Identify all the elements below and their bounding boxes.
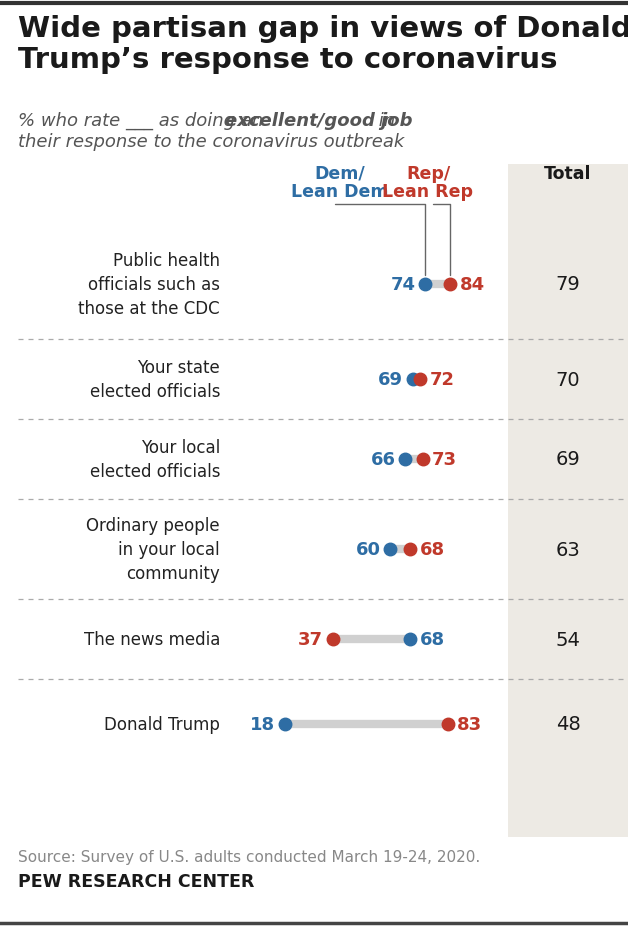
Text: 68: 68 [420,540,445,558]
Text: 84: 84 [460,275,485,294]
Text: 72: 72 [430,371,455,388]
Text: 73: 73 [432,451,457,468]
Text: Lean Rep: Lean Rep [382,183,474,201]
Text: 69: 69 [556,450,580,469]
Text: Your local
elected officials: Your local elected officials [90,438,220,480]
Text: their response to the coronavirus outbreak: their response to the coronavirus outbre… [18,133,404,151]
Text: 66: 66 [371,451,396,468]
Text: Donald Trump: Donald Trump [104,716,220,733]
Text: The news media: The news media [84,630,220,648]
Text: 37: 37 [298,630,323,648]
Text: 68: 68 [420,630,445,648]
Text: excellent/good job: excellent/good job [225,112,413,130]
Text: 79: 79 [556,275,580,294]
Text: Source: Survey of U.S. adults conducted March 19-24, 2020.: Source: Survey of U.S. adults conducted … [18,849,480,864]
Text: 54: 54 [556,629,580,649]
Text: 74: 74 [391,275,416,294]
Text: 48: 48 [556,715,580,733]
Text: Total: Total [544,165,592,183]
Text: Wide partisan gap in views of Donald
Trump’s response to coronavirus: Wide partisan gap in views of Donald Tru… [18,15,628,74]
Text: PEW RESEARCH CENTER: PEW RESEARCH CENTER [18,872,254,890]
Text: 83: 83 [457,716,482,733]
Text: 63: 63 [556,540,580,559]
Text: 18: 18 [251,716,276,733]
Text: Lean Dem: Lean Dem [291,183,389,201]
Text: Rep/: Rep/ [406,165,450,183]
Text: Ordinary people
in your local
community: Ordinary people in your local community [87,517,220,582]
Text: Dem/: Dem/ [315,165,365,183]
Text: 69: 69 [378,371,403,388]
Text: % who rate ___ as doing an: % who rate ___ as doing an [18,112,269,130]
Text: 60: 60 [355,540,381,558]
Text: in: in [373,112,395,130]
Text: Public health
officials such as
those at the CDC: Public health officials such as those at… [78,252,220,317]
Bar [508,165,628,837]
Text: 70: 70 [556,370,580,389]
Text: Your state
elected officials: Your state elected officials [90,359,220,400]
